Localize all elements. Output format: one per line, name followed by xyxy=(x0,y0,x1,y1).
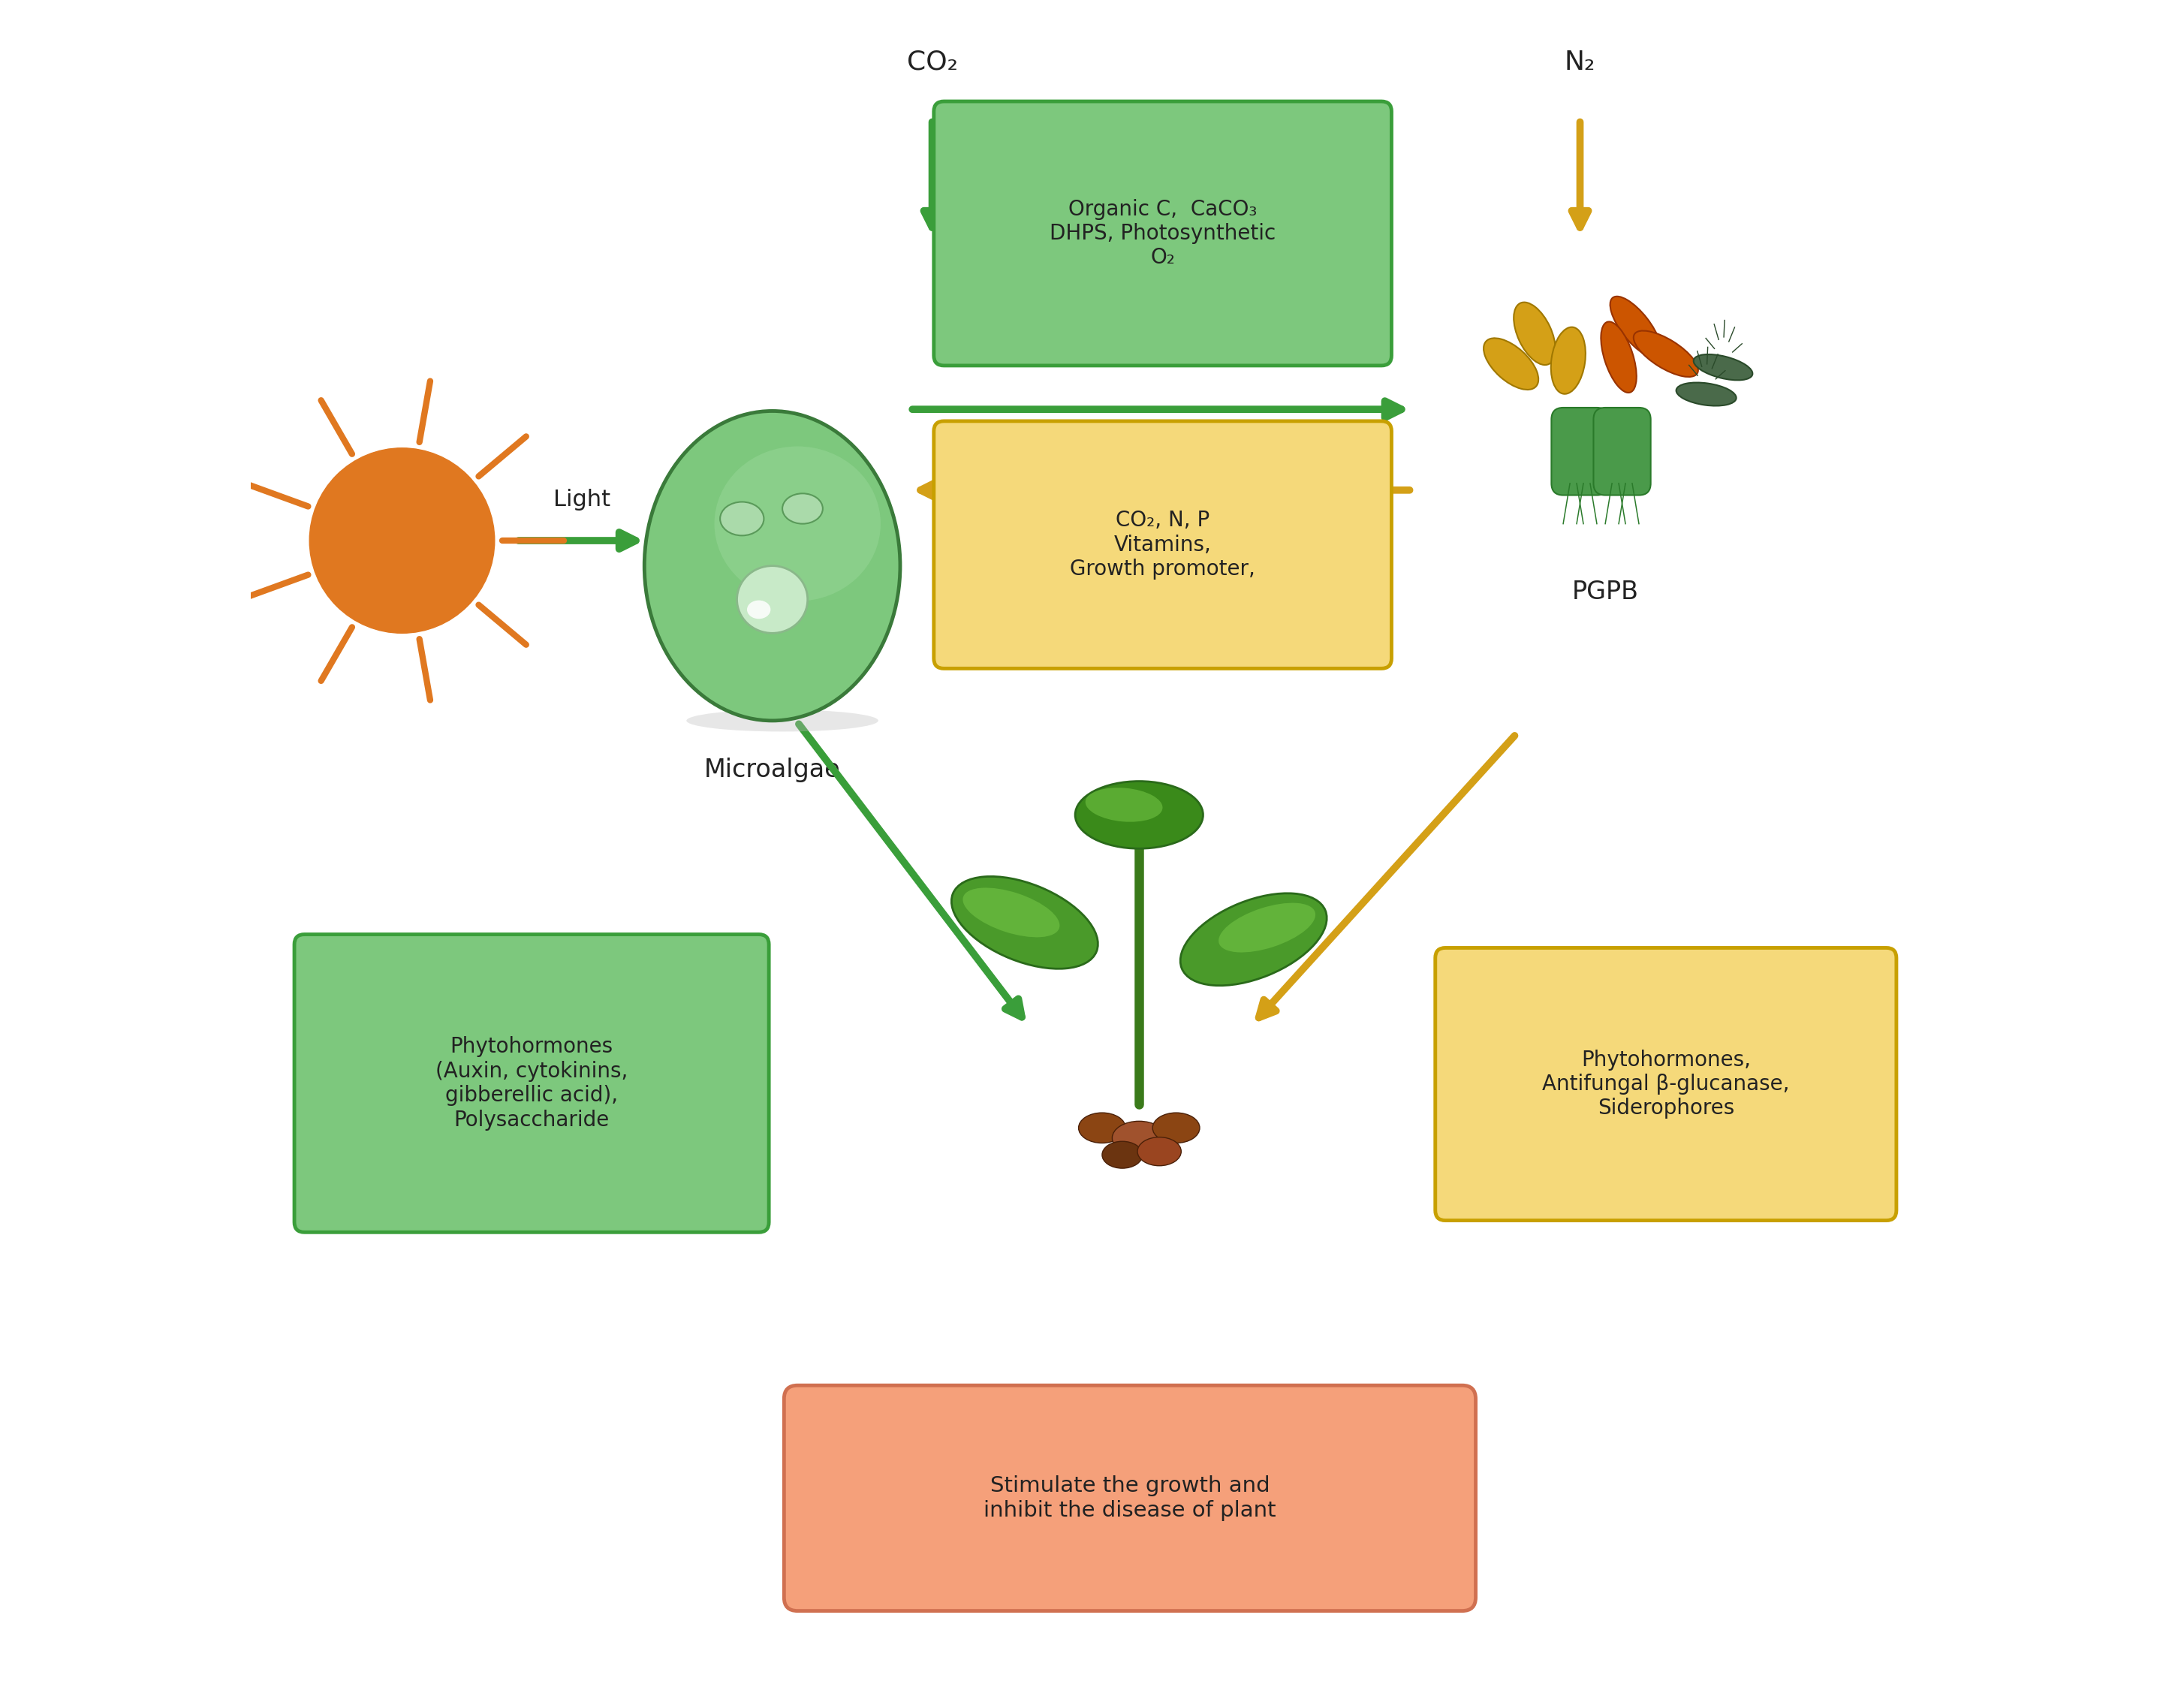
Ellipse shape xyxy=(1103,1142,1142,1169)
FancyBboxPatch shape xyxy=(935,422,1391,668)
Ellipse shape xyxy=(1610,297,1662,358)
Ellipse shape xyxy=(1551,327,1586,395)
Text: CO₂: CO₂ xyxy=(906,49,957,74)
Ellipse shape xyxy=(736,565,808,633)
Text: PGPB: PGPB xyxy=(1572,579,1638,604)
Ellipse shape xyxy=(1112,1122,1166,1156)
Text: Organic C,  CaCO₃
DHPS, Photosynthetic
O₂: Organic C, CaCO₃ DHPS, Photosynthetic O₂ xyxy=(1051,199,1275,268)
Ellipse shape xyxy=(952,877,1099,968)
FancyBboxPatch shape xyxy=(295,935,769,1232)
Ellipse shape xyxy=(747,601,771,619)
Ellipse shape xyxy=(1179,894,1326,985)
Ellipse shape xyxy=(714,447,880,601)
FancyBboxPatch shape xyxy=(935,101,1391,366)
Text: Phytohormones
(Auxin, cytokinins,
gibberellic acid),
Polysaccharide: Phytohormones (Auxin, cytokinins, gibber… xyxy=(435,1036,627,1130)
Ellipse shape xyxy=(1219,903,1315,953)
Ellipse shape xyxy=(963,887,1059,938)
Ellipse shape xyxy=(1693,354,1752,380)
Text: Phytohormones,
Antifungal β-glucanase,
Siderophores: Phytohormones, Antifungal β-glucanase, S… xyxy=(1542,1049,1789,1118)
Ellipse shape xyxy=(1075,781,1203,849)
Circle shape xyxy=(310,449,494,633)
Ellipse shape xyxy=(1138,1137,1182,1166)
Ellipse shape xyxy=(1601,322,1636,393)
Text: Light: Light xyxy=(553,489,612,509)
Ellipse shape xyxy=(1085,788,1162,822)
Ellipse shape xyxy=(1483,337,1538,390)
Ellipse shape xyxy=(782,494,823,523)
Ellipse shape xyxy=(721,503,764,535)
Ellipse shape xyxy=(644,412,900,720)
Ellipse shape xyxy=(1153,1113,1199,1144)
FancyBboxPatch shape xyxy=(1551,408,1610,496)
Ellipse shape xyxy=(1079,1113,1125,1144)
FancyBboxPatch shape xyxy=(784,1385,1476,1611)
FancyBboxPatch shape xyxy=(1594,408,1651,496)
Text: N₂: N₂ xyxy=(1564,49,1597,74)
Ellipse shape xyxy=(1675,383,1736,407)
FancyBboxPatch shape xyxy=(1435,948,1896,1220)
Text: Stimulate the growth and
inhibit the disease of plant: Stimulate the growth and inhibit the dis… xyxy=(983,1476,1275,1520)
Ellipse shape xyxy=(1514,302,1555,364)
Ellipse shape xyxy=(686,710,878,732)
Text: Microalgae: Microalgae xyxy=(703,757,841,783)
Ellipse shape xyxy=(1634,331,1699,376)
Text: CO₂, N, P
Vitamins,
Growth promoter,: CO₂, N, P Vitamins, Growth promoter, xyxy=(1070,509,1256,580)
